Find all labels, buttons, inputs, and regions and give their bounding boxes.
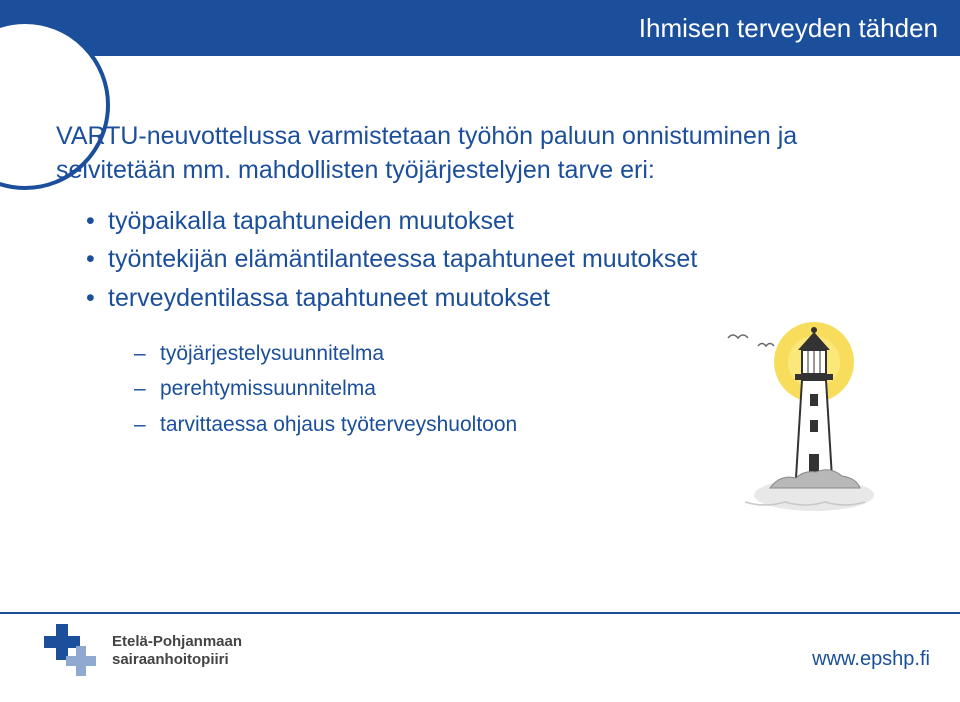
- bullet-list: työpaikalla tapahtuneiden muutokset työn…: [56, 202, 920, 318]
- header-title: Ihmisen terveyden tähden: [639, 13, 938, 44]
- list-item: työntekijän elämäntilanteessa tapahtunee…: [86, 240, 920, 279]
- header-bar: Ihmisen terveyden tähden: [0, 0, 960, 56]
- footer-divider: [0, 612, 960, 614]
- logo-text: Etelä-Pohjanmaan sairaanhoitopiiri: [112, 633, 242, 669]
- logo-icon: [44, 624, 98, 678]
- footer-logo: Etelä-Pohjanmaan sairaanhoitopiiri: [44, 624, 242, 678]
- lighthouse-illustration: [710, 320, 900, 520]
- list-item: työpaikalla tapahtuneiden muutokset: [86, 202, 920, 241]
- intro-text: VARTU-neuvottelussa varmistetaan työhön …: [56, 120, 920, 188]
- org-name-line1: Etelä-Pohjanmaan: [112, 633, 242, 651]
- org-name-line2: sairaanhoitopiiri: [112, 651, 242, 669]
- footer-url: www.epshp.fi: [812, 648, 930, 671]
- list-item: terveydentilassa tapahtuneet muutokset: [86, 279, 920, 318]
- footer: Etelä-Pohjanmaan sairaanhoitopiiri www.e…: [0, 612, 960, 702]
